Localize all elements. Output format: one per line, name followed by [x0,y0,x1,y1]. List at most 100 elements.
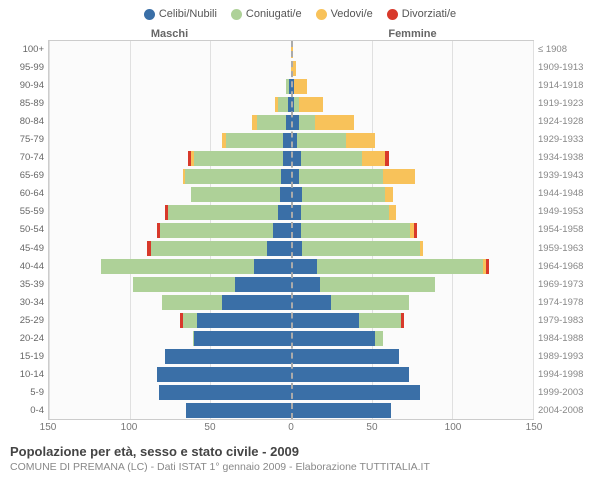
birth-label: 1974-1978 [534,293,596,311]
chart-title: Popolazione per età, sesso e stato civil… [10,444,596,459]
bar-segment [301,205,390,220]
age-label: 60-64 [4,185,48,203]
x-tick: 100 [445,422,462,433]
x-tick: 100 [121,422,138,433]
bar-segment [315,115,354,130]
male-half [49,185,291,203]
bar-segment [283,133,291,148]
birth-label: 1949-1953 [534,203,596,221]
age-label: 25-29 [4,311,48,329]
bar-segment [291,349,399,364]
male-half [49,347,291,365]
x-tick: 0 [288,422,294,433]
bar-segment [183,313,198,328]
bars-container [48,40,534,420]
legend-label: Coniugati/e [246,8,302,20]
female-half [291,185,533,203]
bar-segment [383,169,415,184]
y-axis-left: 100+95-9990-9485-8980-8475-7970-7465-696… [4,40,48,420]
age-label: 30-34 [4,293,48,311]
age-label: 90-94 [4,76,48,94]
bar-segment [346,133,375,148]
population-pyramid-chart: Celibi/NubiliConiugati/eVedovi/eDivorzia… [0,0,600,479]
birth-label: 1984-1988 [534,330,596,348]
bar-segment [254,259,291,274]
male-half [49,311,291,329]
male-half [49,95,291,113]
female-half [291,383,533,401]
legend-label: Celibi/Nubili [159,8,217,20]
bar-segment [299,169,383,184]
bar-segment [291,277,320,292]
birth-label: 1914-1918 [534,76,596,94]
age-label: 55-59 [4,203,48,221]
male-half [49,131,291,149]
bar-segment [401,313,404,328]
birth-label: 1939-1943 [534,167,596,185]
bar-segment [267,241,291,256]
bar-segment [414,223,417,238]
bar-segment [235,277,291,292]
female-half [291,293,533,311]
female-half [291,401,533,419]
female-half [291,41,533,59]
bar-segment [278,205,291,220]
age-label: 70-74 [4,149,48,167]
male-half [49,113,291,131]
age-label: 85-89 [4,94,48,112]
birth-label: 1969-1973 [534,275,596,293]
bar-segment [291,331,375,346]
male-half [49,329,291,347]
birth-label: ≤ 1908 [534,40,596,58]
birth-label: 1964-1968 [534,257,596,275]
female-half [291,257,533,275]
male-half [49,257,291,275]
bar-segment [160,223,273,238]
bar-segment [165,349,291,364]
bar-segment [291,367,409,382]
age-label: 40-44 [4,257,48,275]
age-label: 15-19 [4,348,48,366]
bar-segment [101,259,254,274]
bar-segment [194,151,283,166]
bar-segment [294,79,307,94]
male-half [49,383,291,401]
bar-segment [278,97,288,112]
female-half [291,239,533,257]
bar-segment [486,259,489,274]
birth-label: 2004-2008 [534,402,596,420]
bar-segment [291,313,359,328]
bar-segment [133,277,235,292]
female-half [291,365,533,383]
center-divider [291,41,293,419]
female-half [291,311,533,329]
bar-segment [157,367,291,382]
male-half [49,365,291,383]
bar-segment [317,259,483,274]
age-label: 50-54 [4,221,48,239]
birth-label: 1919-1923 [534,94,596,112]
birth-label: 1959-1963 [534,239,596,257]
bar-segment [331,295,408,310]
bar-segment [389,205,395,220]
bar-segment [197,313,291,328]
bar-segment [281,169,291,184]
chart-footer: Popolazione per età, sesso e stato civil… [4,444,596,473]
bar-segment [359,313,401,328]
male-half [49,59,291,77]
female-half [291,113,533,131]
age-label: 0-4 [4,402,48,420]
male-half [49,167,291,185]
birth-label: 1909-1913 [534,58,596,76]
birth-label: 1994-1998 [534,366,596,384]
bar-segment [301,151,362,166]
male-half [49,293,291,311]
chart-subtitle: COMUNE DI PREMANA (LC) - Dati ISTAT 1° g… [10,461,596,473]
plot-area: Fasce di età 100+95-9990-9485-8980-8475-… [4,40,596,420]
x-tick: 150 [526,422,543,433]
female-half [291,329,533,347]
bar-segment [273,223,291,238]
header-female: Femmine [291,28,534,40]
male-half [49,149,291,167]
bar-segment [385,187,393,202]
